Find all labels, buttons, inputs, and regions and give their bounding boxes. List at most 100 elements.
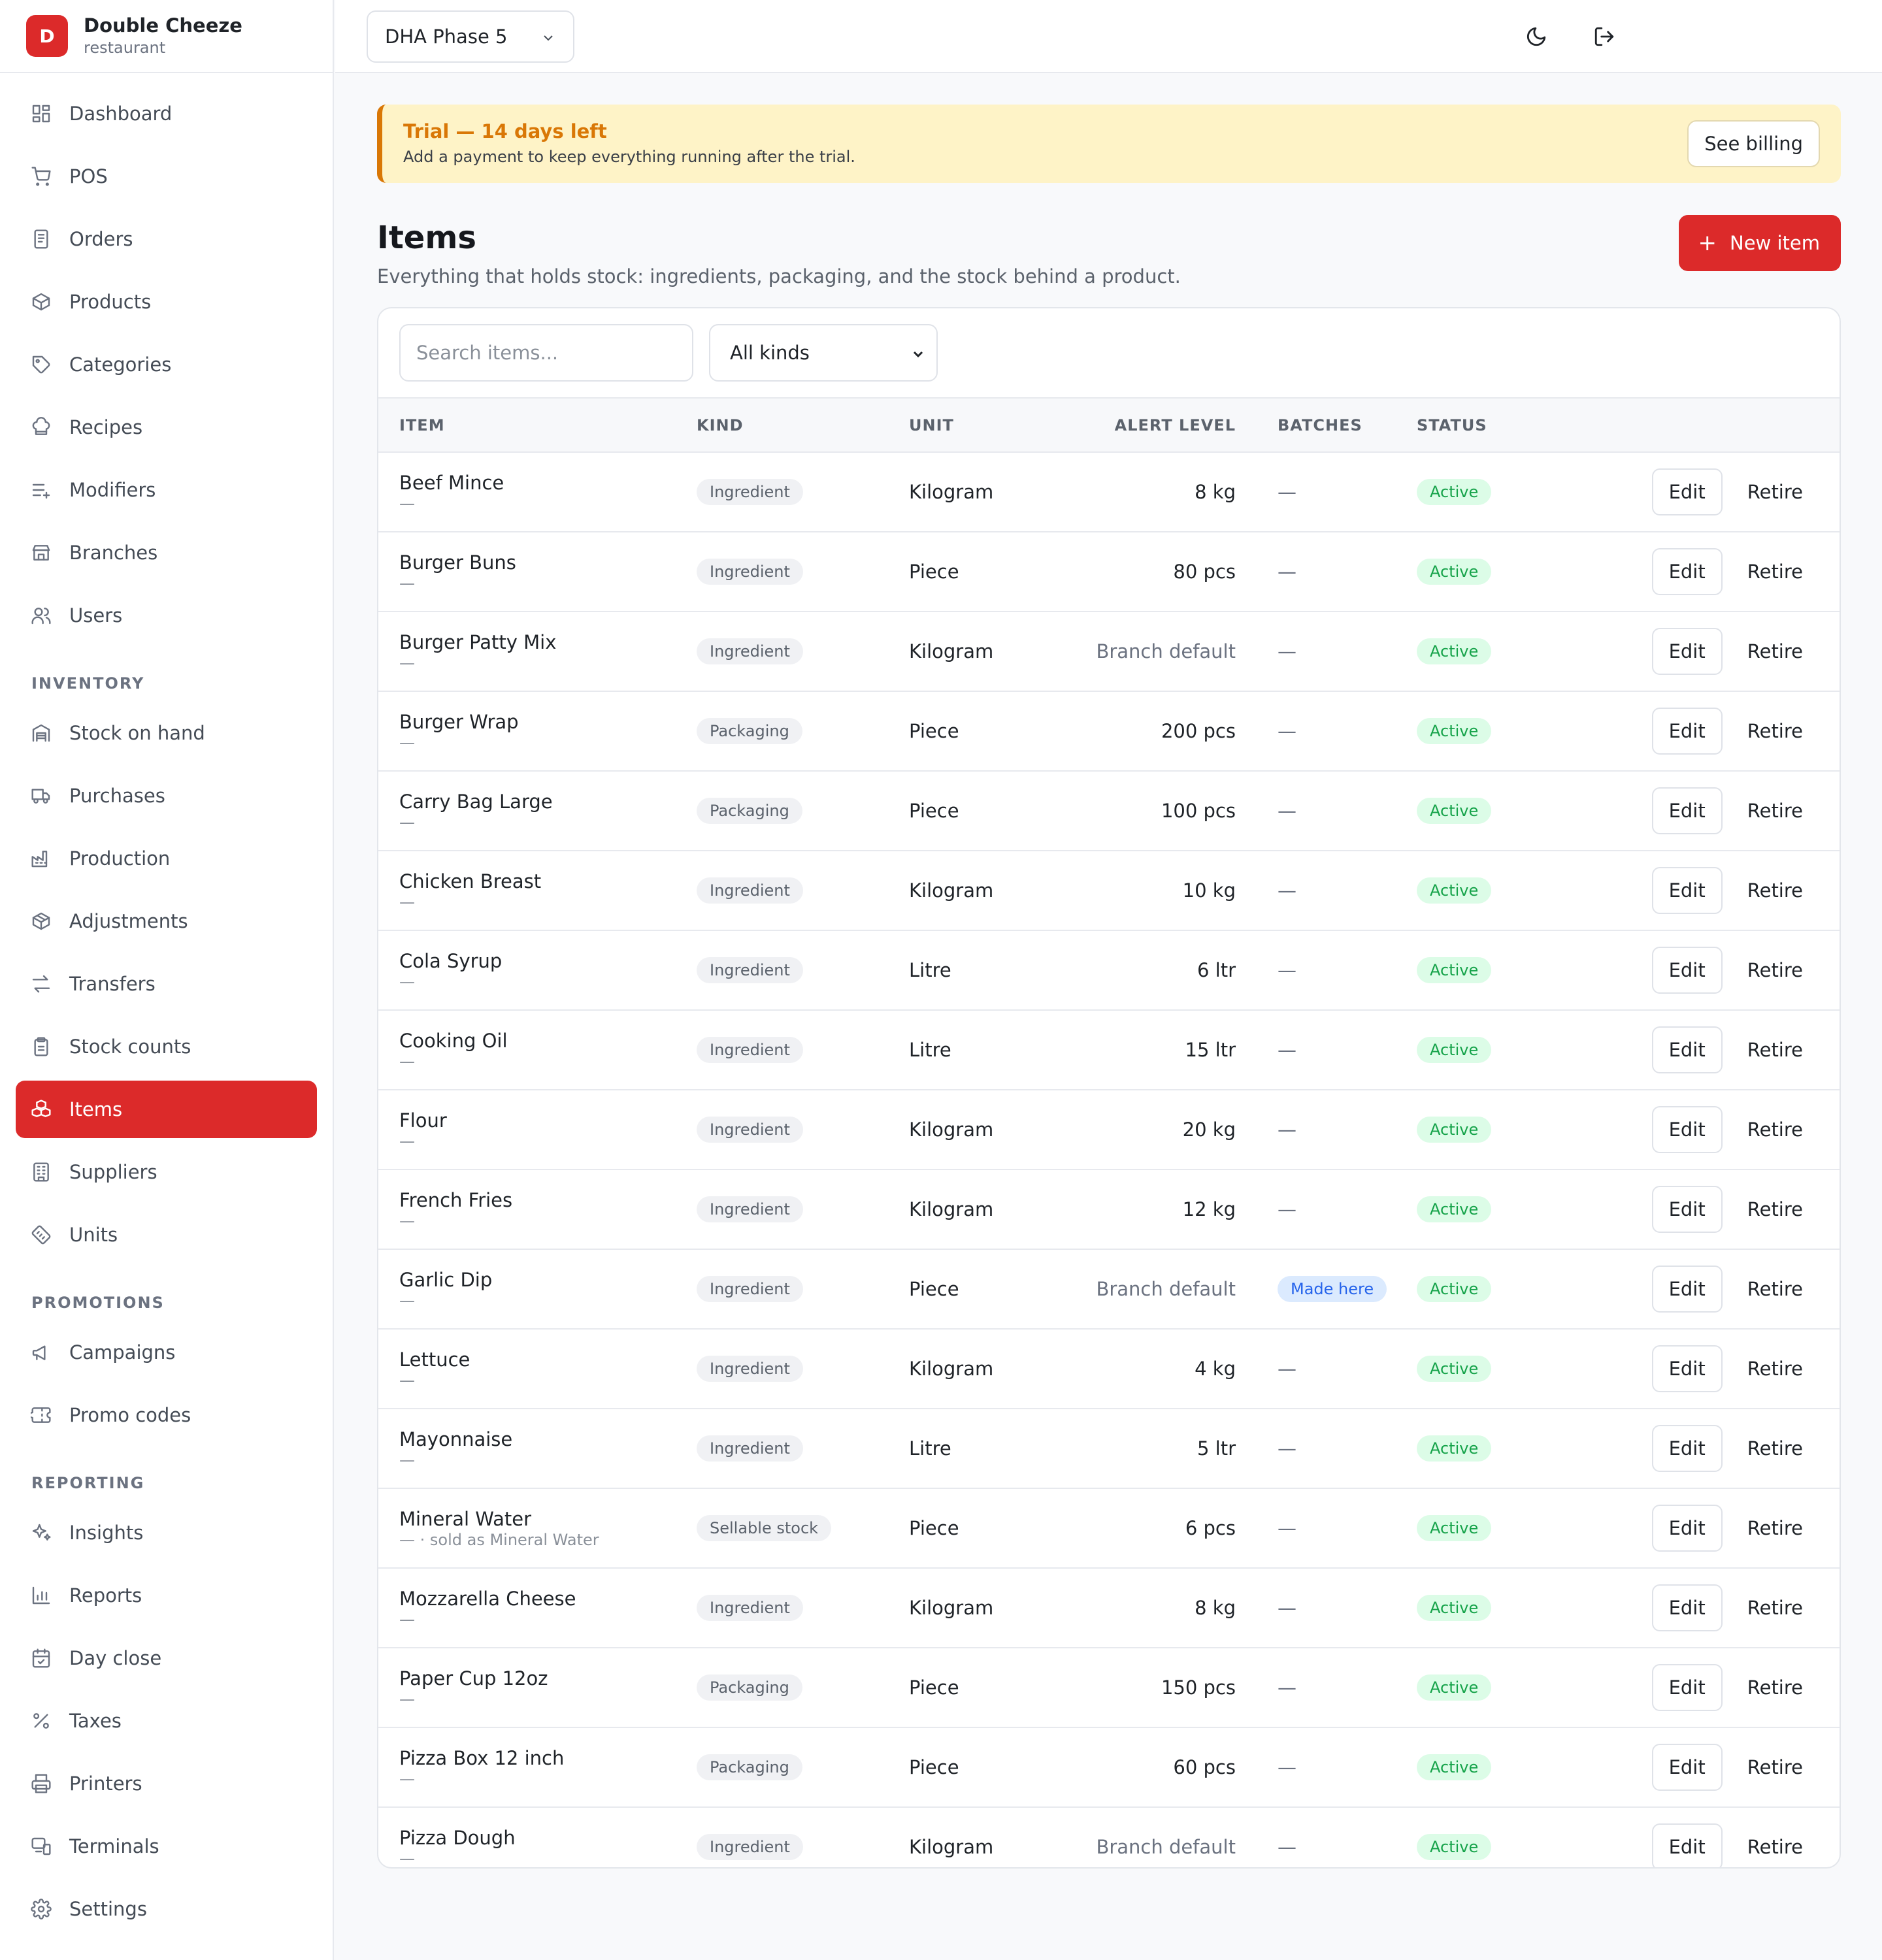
- sidebar-item-pos[interactable]: POS: [16, 148, 317, 205]
- table-row[interactable]: Mayonnaise — Ingredient Litre 5 ltr — Active Ed…: [378, 1409, 1840, 1488]
- sidebar-item-adjustments[interactable]: Adjustments: [16, 892, 317, 950]
- table-row[interactable]: Burger Patty Mix — Ingredient Kilogram Branc…: [378, 612, 1840, 691]
- table-row[interactable]: Beef Mince — Ingredient Kilogram 8 kg — Active…: [378, 452, 1840, 532]
- edit-button[interactable]: Edit: [1651, 1345, 1723, 1392]
- table-row[interactable]: Carry Bag Large — Packaging Piece 100 pcs — Ac…: [378, 771, 1840, 851]
- sidebar-item-categories[interactable]: Categories: [16, 336, 317, 393]
- retire-button[interactable]: Retire: [1747, 1756, 1803, 1778]
- retire-button[interactable]: Retire: [1747, 1836, 1803, 1858]
- sidebar-item-reports[interactable]: Reports: [16, 1567, 317, 1624]
- new-item-button[interactable]: + New item: [1678, 215, 1841, 271]
- sidebar-item-products[interactable]: Products: [16, 273, 317, 331]
- edit-button[interactable]: Edit: [1651, 1584, 1723, 1631]
- edit-button[interactable]: Edit: [1651, 947, 1723, 994]
- retire-button[interactable]: Retire: [1747, 1437, 1803, 1460]
- sidebar-item-transfers[interactable]: Transfers: [16, 955, 317, 1013]
- table-row[interactable]: Burger Wrap — Packaging Piece 200 pcs — Active…: [378, 691, 1840, 771]
- col-batches[interactable]: BATCHES: [1236, 399, 1417, 453]
- sidebar-item-users[interactable]: Users: [16, 587, 317, 644]
- sidebar-item-orders[interactable]: Orders: [16, 210, 317, 268]
- logout-icon[interactable]: [1591, 24, 1617, 50]
- table-row[interactable]: Pizza Dough — Ingredient Kilogram Branch def…: [378, 1807, 1840, 1867]
- edit-button[interactable]: Edit: [1651, 468, 1723, 515]
- table-row[interactable]: Lettuce — Ingredient Kilogram 4 kg — Active Edi…: [378, 1329, 1840, 1409]
- sidebar-item-units[interactable]: Units: [16, 1206, 317, 1264]
- retire-button[interactable]: Retire: [1747, 1358, 1803, 1380]
- edit-button[interactable]: Edit: [1651, 1505, 1723, 1552]
- table-row[interactable]: Cooking Oil — Ingredient Litre 15 ltr — Active…: [378, 1010, 1840, 1090]
- kind-badge: Packaging: [697, 718, 802, 744]
- sidebar-item-day-close[interactable]: Day close: [16, 1629, 317, 1687]
- search-input[interactable]: [399, 324, 693, 382]
- table-row[interactable]: Garlic Dip — Ingredient Piece Branch default…: [378, 1249, 1840, 1329]
- table-row[interactable]: Flour — Ingredient Kilogram 20 kg — Active Edit…: [378, 1090, 1840, 1169]
- edit-button[interactable]: Edit: [1651, 1026, 1723, 1073]
- retire-button[interactable]: Retire: [1747, 1119, 1803, 1141]
- col-unit[interactable]: UNIT: [909, 399, 1066, 453]
- edit-button[interactable]: Edit: [1651, 1823, 1723, 1867]
- edit-button[interactable]: Edit: [1651, 1186, 1723, 1233]
- sidebar-item-promo-codes[interactable]: Promo codes: [16, 1386, 317, 1444]
- sidebar-item-recipes[interactable]: Recipes: [16, 399, 317, 456]
- branch-select[interactable]: DHA Phase 5: [367, 10, 574, 63]
- col-kind[interactable]: KIND: [697, 399, 909, 453]
- retire-button[interactable]: Retire: [1747, 959, 1803, 981]
- table-row[interactable]: Chicken Breast — Ingredient Kilogram 10 kg — A…: [378, 851, 1840, 930]
- sidebar-item-campaigns[interactable]: Campaigns: [16, 1324, 317, 1381]
- retire-button[interactable]: Retire: [1747, 720, 1803, 742]
- sidebar-item-suppliers[interactable]: Suppliers: [16, 1143, 317, 1201]
- retire-button[interactable]: Retire: [1747, 561, 1803, 583]
- sidebar-item-printers[interactable]: Printers: [16, 1755, 317, 1812]
- edit-button[interactable]: Edit: [1651, 1744, 1723, 1791]
- edit-button[interactable]: Edit: [1651, 867, 1723, 914]
- sidebar-item-taxes[interactable]: Taxes: [16, 1692, 317, 1750]
- retire-button[interactable]: Retire: [1747, 879, 1803, 902]
- sidebar-item-insights[interactable]: Insights: [16, 1504, 317, 1561]
- col-status[interactable]: STATUS: [1417, 399, 1587, 453]
- sidebar-item-label: Categories: [69, 353, 172, 376]
- retire-button[interactable]: Retire: [1747, 1676, 1803, 1699]
- col-item[interactable]: ITEM: [378, 399, 697, 453]
- sidebar-item-purchases[interactable]: Purchases: [16, 767, 317, 825]
- table-row[interactable]: Paper Cup 12oz — Packaging Piece 150 pcs — Act…: [378, 1648, 1840, 1727]
- table-row[interactable]: Cola Syrup — Ingredient Litre 6 ltr — Active Ed…: [378, 930, 1840, 1010]
- retire-button[interactable]: Retire: [1747, 1597, 1803, 1619]
- moon-icon[interactable]: [1523, 24, 1549, 50]
- item-subtext: —: [399, 1610, 415, 1629]
- col-alert-level[interactable]: ALERT LEVEL: [1066, 399, 1236, 453]
- sidebar-item-stock-on-hand[interactable]: Stock on hand: [16, 704, 317, 762]
- retire-button[interactable]: Retire: [1747, 1039, 1803, 1061]
- edit-button[interactable]: Edit: [1651, 1664, 1723, 1711]
- sidebar-item-dashboard[interactable]: Dashboard: [16, 85, 317, 142]
- table-row[interactable]: French Fries — Ingredient Kilogram 12 kg — Act…: [378, 1169, 1840, 1249]
- edit-button[interactable]: Edit: [1651, 1106, 1723, 1153]
- kind-select[interactable]: All kinds: [709, 324, 938, 382]
- sidebar-item-modifiers[interactable]: Modifiers: [16, 461, 317, 519]
- edit-button[interactable]: Edit: [1651, 1425, 1723, 1472]
- table-row[interactable]: Mozzarella Cheese — Ingredient Kilogram 8 kg…: [378, 1568, 1840, 1648]
- sidebar-item-items[interactable]: Items: [16, 1081, 317, 1138]
- table-row[interactable]: Burger Buns — Ingredient Piece 80 pcs — Active…: [378, 532, 1840, 612]
- retire-button[interactable]: Retire: [1747, 1517, 1803, 1539]
- table-row[interactable]: Mineral Water — · sold as Mineral Water Se…: [378, 1488, 1840, 1568]
- sidebar-item-terminals[interactable]: Terminals: [16, 1818, 317, 1875]
- item-unit: Kilogram: [909, 640, 994, 662]
- sidebar-item-settings[interactable]: Settings: [16, 1880, 317, 1938]
- edit-button[interactable]: Edit: [1651, 628, 1723, 675]
- retire-button[interactable]: Retire: [1747, 481, 1803, 503]
- sidebar-item-production[interactable]: Production: [16, 830, 317, 887]
- sidebar-item-branches[interactable]: Branches: [16, 524, 317, 581]
- brand[interactable]: D Double Cheeze restaurant: [0, 0, 333, 73]
- retire-button[interactable]: Retire: [1747, 1278, 1803, 1300]
- retire-button[interactable]: Retire: [1747, 1198, 1803, 1220]
- edit-button[interactable]: Edit: [1651, 1266, 1723, 1313]
- retire-button[interactable]: Retire: [1747, 640, 1803, 662]
- edit-button[interactable]: Edit: [1651, 548, 1723, 595]
- retire-button[interactable]: Retire: [1747, 800, 1803, 822]
- table-row[interactable]: Pizza Box 12 inch — Packaging Piece 60 pcs — A…: [378, 1727, 1840, 1807]
- edit-button[interactable]: Edit: [1651, 708, 1723, 755]
- edit-button[interactable]: Edit: [1651, 787, 1723, 834]
- see-billing-button[interactable]: See billing: [1687, 120, 1820, 167]
- sidebar-item-label: Adjustments: [69, 910, 188, 932]
- sidebar-item-stock-counts[interactable]: Stock counts: [16, 1018, 317, 1075]
